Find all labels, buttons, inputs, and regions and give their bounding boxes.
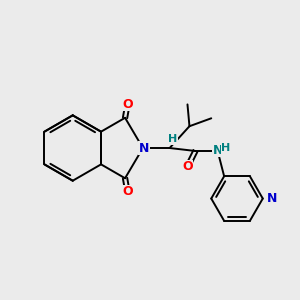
Text: H: H (221, 143, 231, 153)
Text: O: O (182, 160, 193, 173)
Text: N: N (213, 143, 224, 157)
Text: N: N (139, 142, 149, 154)
Text: N: N (267, 192, 277, 205)
Text: H: H (168, 134, 177, 144)
Text: O: O (122, 98, 133, 111)
Text: O: O (122, 185, 133, 198)
